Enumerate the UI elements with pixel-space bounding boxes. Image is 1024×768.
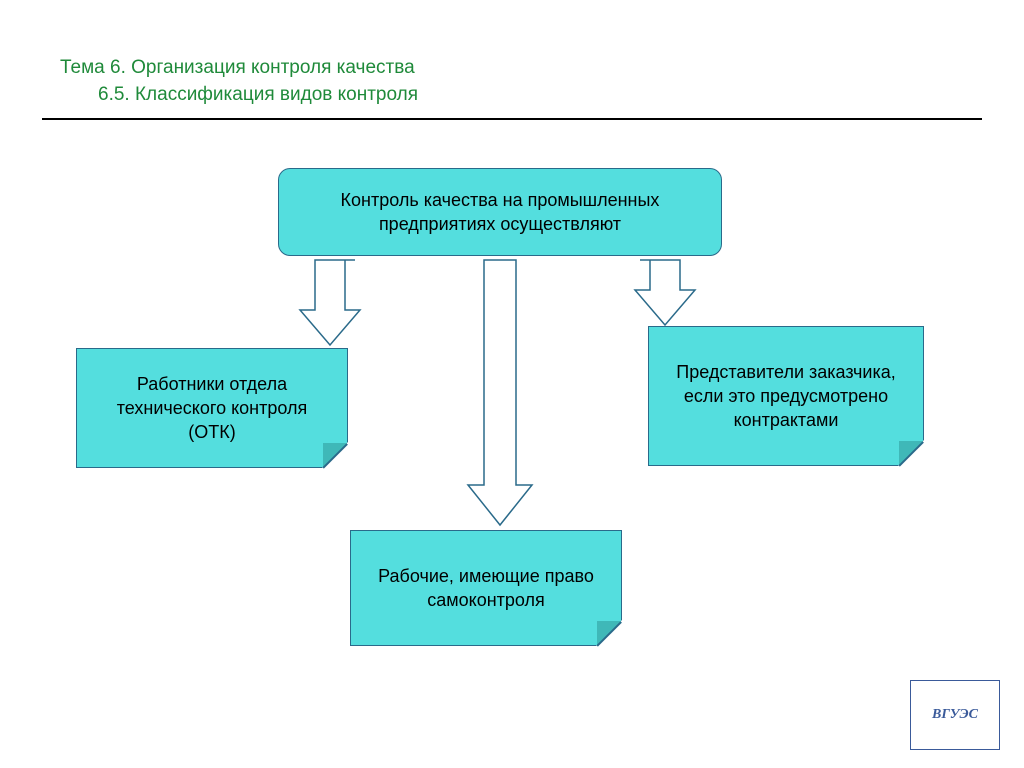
arrow-left-path bbox=[300, 260, 360, 345]
node-root-label: Контроль качества на промышленных предпр… bbox=[293, 188, 707, 237]
arrow-center-path bbox=[468, 260, 532, 525]
node-center-label: Рабочие, имеющие право самоконтроля bbox=[365, 564, 607, 613]
node-right: Представители заказчика, если это предус… bbox=[648, 326, 924, 466]
arrow-right-path bbox=[635, 260, 695, 325]
flowchart-diagram: Контроль качества на промышленных предпр… bbox=[0, 0, 1024, 768]
logo-badge: ВГУЭС bbox=[910, 680, 1000, 750]
logo-text: ВГУЭС bbox=[932, 707, 978, 723]
node-center: Рабочие, имеющие право самоконтроля bbox=[350, 530, 622, 646]
node-right-label: Представители заказчика, если это предус… bbox=[663, 360, 909, 433]
node-root: Контроль качества на промышленных предпр… bbox=[278, 168, 722, 256]
node-left: Работники отдела технического контроля (… bbox=[76, 348, 348, 468]
node-left-label: Работники отдела технического контроля (… bbox=[91, 372, 333, 445]
